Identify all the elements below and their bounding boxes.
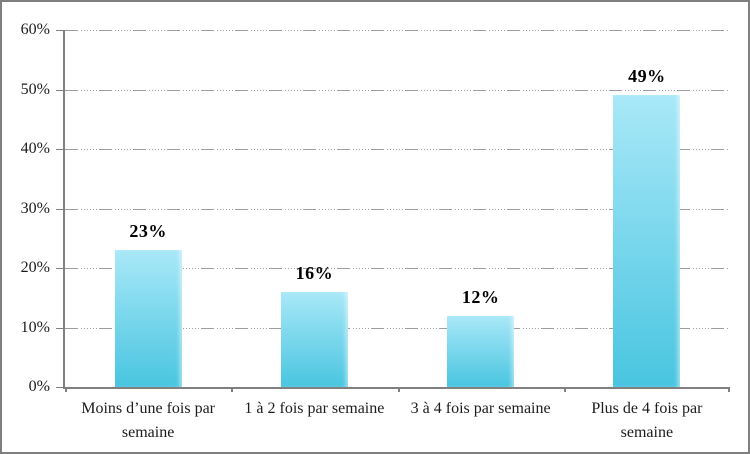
- y-tick: [56, 268, 63, 269]
- x-axis-category-label: Moins d’une fois par semaine: [81, 400, 215, 441]
- y-tick: [56, 387, 63, 388]
- y-tick: [56, 327, 63, 329]
- plot-area: 23% 16% 12% 49%: [63, 30, 730, 389]
- bar-4: [613, 95, 681, 387]
- bar-value-label: 16%: [295, 262, 334, 283]
- y-axis-label: 30%: [20, 199, 50, 217]
- gridline-20: [65, 268, 730, 269]
- bar-value-label: 23%: [129, 221, 167, 242]
- y-axis-label: 40%: [20, 140, 50, 157]
- x-tick: [231, 387, 234, 392]
- y-tick: [56, 89, 63, 91]
- x-axis-category-label: Plus de 4 fois par semaine: [591, 400, 703, 441]
- bar-2: [280, 291, 348, 387]
- x-axis-line: [63, 387, 730, 389]
- bar-value-label: 49%: [628, 66, 666, 87]
- y-axis-label: 20%: [20, 259, 50, 276]
- y-axis-line: [63, 30, 65, 387]
- x-tick: [397, 387, 400, 392]
- gridline-50: [65, 89, 730, 91]
- gridline-60: [65, 30, 730, 31]
- y-tick: [56, 149, 63, 150]
- bar-3: [447, 315, 515, 387]
- x-axis-category-label: 1 à 2 fois par semaine: [244, 400, 385, 417]
- x-axis-category-label: 3 à 4 fois par semaine: [410, 400, 551, 417]
- gridline-30: [65, 208, 730, 210]
- y-axis-label: 0%: [28, 378, 50, 395]
- y-tick: [56, 30, 63, 31]
- bar-1: [114, 250, 182, 387]
- bar-value-label: 12%: [461, 286, 500, 307]
- gridline-10: [65, 327, 730, 329]
- y-axis-label: 60%: [20, 21, 50, 38]
- y-tick: [56, 208, 63, 210]
- y-axis-label: 50%: [20, 80, 50, 98]
- x-tick: [728, 387, 730, 392]
- x-tick: [563, 387, 566, 392]
- gridline-40: [65, 149, 730, 150]
- x-tick: [65, 387, 67, 392]
- x-axis-labels-layer: Moins d’une fois par semaine 1 à 2 fois p…: [65, 397, 730, 445]
- y-axis-label: 10%: [20, 318, 50, 336]
